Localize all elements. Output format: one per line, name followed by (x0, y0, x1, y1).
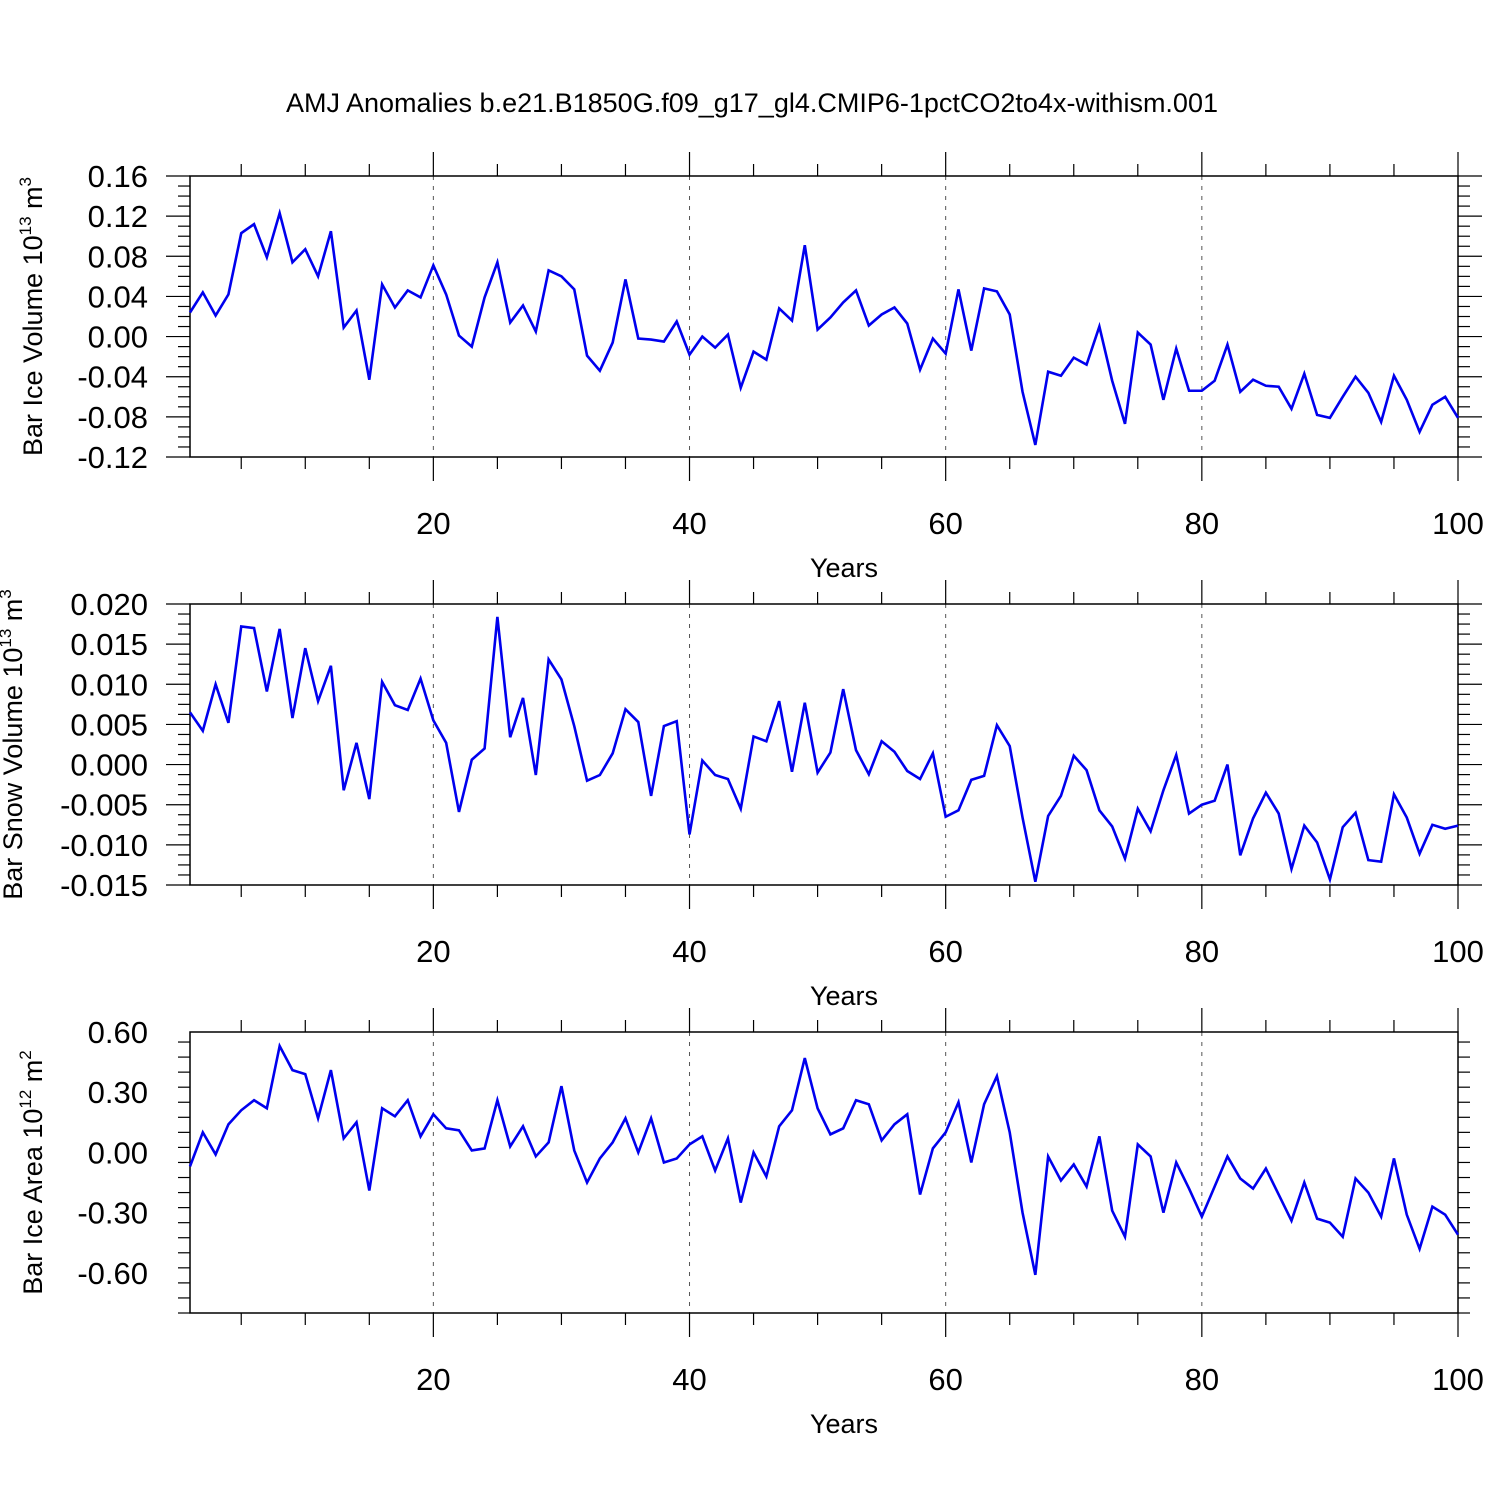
x-tick-label-40: 40 (672, 934, 706, 969)
y-tick-label-0.005: 0.005 (70, 707, 148, 742)
y-tick-label-0.010: 0.010 (70, 667, 148, 702)
y-tick-label-0.08: 0.08 (88, 239, 148, 274)
x-tick-label-80: 80 (1185, 934, 1219, 969)
y-tick-label--0.12: -0.12 (77, 440, 148, 475)
y-tick-label-0.16: 0.16 (88, 159, 148, 194)
plot-frame (189, 603, 1459, 886)
x-tick-label-100: 100 (1432, 1362, 1484, 1397)
x-axis-title: Years (810, 1409, 878, 1439)
x-tick-label-20: 20 (416, 506, 450, 541)
x-tick-label-40: 40 (672, 1362, 706, 1397)
x-tick-label-40: 40 (672, 506, 706, 541)
series-line-ice-volume (188, 208, 1460, 446)
x-axis-title: Years (810, 553, 878, 583)
panel-ice-area: 20 40 60 80 100 Years -0.60 -0.30 0.00 0.30 0.60 Ba… (16, 1008, 1484, 1439)
panel-snow-volume: 20 40 60 80 100 Years -0.015 -0.010 -0.005 0.000 0… (0, 580, 1484, 1011)
y-tick-label--0.010: -0.010 (60, 828, 148, 863)
y-tick-label-0.00: 0.00 (88, 320, 148, 355)
series-line-snow-volume (188, 616, 1459, 884)
x-tick-label-80: 80 (1185, 1362, 1219, 1397)
x-tick-label-20: 20 (416, 1362, 450, 1397)
x-tick-label-60: 60 (928, 934, 962, 969)
y-tick-label-0.04: 0.04 (88, 279, 148, 314)
y-tick-label-0.00: 0.00 (88, 1135, 148, 1170)
y-axis-title: Bar Snow Volume 1013 m3 (0, 589, 28, 900)
x-tick-label-100: 100 (1432, 934, 1484, 969)
y-tick-label-0.30: 0.30 (88, 1075, 148, 1110)
series-line-ice-area (188, 1042, 1460, 1276)
y-axis-title: Bar Ice Volume 1013 m3 (16, 177, 48, 456)
x-tick-label-20: 20 (416, 934, 450, 969)
x-tick-label-100: 100 (1432, 506, 1484, 541)
y-tick-label-0.60: 0.60 (88, 1015, 148, 1050)
x-tick-label-60: 60 (928, 1362, 962, 1397)
y-tick-label--0.005: -0.005 (60, 788, 148, 823)
y-tick-label-0.020: 0.020 (70, 587, 148, 622)
chart-title: AMJ Anomalies b.e21.B1850G.f09_g17_gl4.C… (286, 88, 1218, 118)
y-tick-label-0.12: 0.12 (88, 199, 148, 234)
y-axis-title: Bar Ice Area 1012 m2 (16, 1050, 48, 1295)
y-tick-label--0.04: -0.04 (77, 360, 148, 395)
y-tick-label--0.60: -0.60 (77, 1256, 148, 1291)
x-tick-label-80: 80 (1185, 506, 1219, 541)
plot-frame (189, 175, 1459, 458)
x-tick-label-60: 60 (928, 506, 962, 541)
plot-frame (189, 1031, 1459, 1314)
y-tick-label--0.015: -0.015 (60, 868, 148, 903)
y-tick-label--0.30: -0.30 (77, 1196, 148, 1231)
y-tick-label-0.000: 0.000 (70, 748, 148, 783)
panel-ice-volume: 20 40 60 80 100 Years -0.12 -0.08 -0.04 0.00 0.04 0… (16, 152, 1484, 583)
y-tick-label-0.015: 0.015 (70, 627, 148, 662)
x-axis-title: Years (810, 981, 878, 1011)
y-tick-label--0.08: -0.08 (77, 400, 148, 435)
